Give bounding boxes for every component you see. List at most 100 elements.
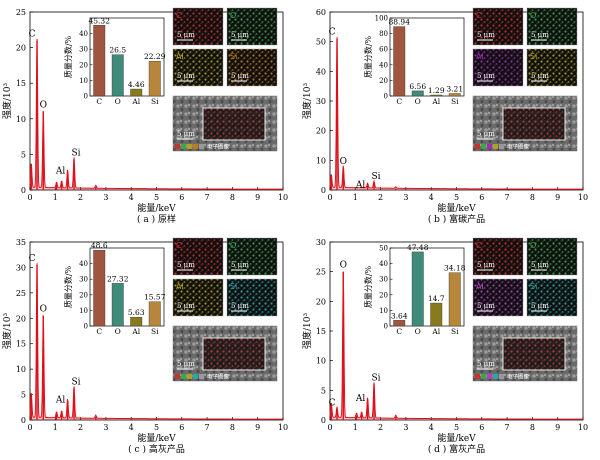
bar-value-label: 26.5 <box>109 46 126 55</box>
inset-y-tick-label: 80 <box>379 30 388 38</box>
x-tick-label: 4 <box>129 193 134 202</box>
panel-caption: ( d ) 富灰产品 <box>428 443 485 455</box>
sem-roi-box <box>202 337 266 371</box>
y-tick-label: 0 <box>321 186 326 195</box>
x-tick-label: 1 <box>353 193 358 202</box>
element-map-c: C 5 μm <box>172 7 224 46</box>
element-map-image <box>172 48 224 87</box>
peak-label: Si <box>371 373 380 383</box>
x-tick-label: 7 <box>505 423 510 432</box>
bar-mark <box>93 25 106 97</box>
element-map-image <box>226 7 278 46</box>
sem-legend-swatch <box>199 144 204 149</box>
bar-mark <box>430 94 443 97</box>
y-tick-label: 20 <box>16 314 26 323</box>
element-map-image <box>472 48 524 87</box>
y-tick-label: 0 <box>21 186 26 195</box>
x-tick-label: 1 <box>353 423 358 432</box>
element-map-c: C 5 μm <box>472 237 524 276</box>
element-map-image <box>472 278 524 317</box>
y-axis-label: 强度/10³ <box>1 313 13 349</box>
scale-bar-label: 5 μm <box>231 261 249 269</box>
inset-category-label: C <box>96 97 102 106</box>
x-tick-label: 10 <box>578 423 588 432</box>
sem-legend-swatch <box>175 374 180 379</box>
inset-y-tick-label: 20 <box>79 61 88 69</box>
bar-mark <box>430 302 443 327</box>
sem-legend-swatch <box>487 144 492 149</box>
x-tick-label: 9 <box>555 423 560 432</box>
sem-legend-swatch <box>175 144 180 149</box>
x-tick-label: 1 <box>53 193 58 202</box>
peak-label: Al <box>355 394 365 404</box>
element-map-image <box>226 48 278 87</box>
element-map-label: C <box>476 241 482 250</box>
x-tick-label: 10 <box>278 423 288 432</box>
x-tick-label: 3 <box>403 423 408 432</box>
x-tick-label: 7 <box>205 193 210 202</box>
x-tick-label: 5 <box>454 193 459 202</box>
scale-bar-label: 5 μm <box>477 130 495 138</box>
sem-legend-swatch <box>193 374 198 379</box>
scale-bar-label: 5 μm <box>177 302 195 310</box>
y-tick-label: 5 <box>321 386 326 395</box>
y-tick-label: 0 <box>321 416 326 425</box>
element-map-label: Al <box>176 52 184 61</box>
scale-bar-label: 5 μm <box>531 302 549 310</box>
sem-legend-swatch <box>475 374 480 379</box>
element-map-label: O <box>530 241 536 250</box>
inset-y-tick-label: 30 <box>379 276 388 284</box>
y-tick-label: 50 <box>316 38 326 47</box>
inset-y-tick-label: 0 <box>84 93 88 101</box>
bar-value-label: 88.94 <box>389 18 411 27</box>
sem-legend-swatch <box>481 144 486 149</box>
bar-value-label: 34.18 <box>444 264 466 273</box>
x-axis-label: 能量/keV <box>137 202 176 214</box>
bar-mark <box>130 88 143 97</box>
element-map-al: Al 5 μm <box>172 48 224 87</box>
peak-label: O <box>340 157 347 167</box>
inset-y-tick-label: 10 <box>79 77 88 85</box>
bar-value-label: 15.57 <box>144 293 166 302</box>
sem-legend-swatch <box>481 374 486 379</box>
bar-mark <box>130 317 143 327</box>
sem-legend-swatch <box>487 374 492 379</box>
inset-y-tick-label: 20 <box>79 291 88 299</box>
bar-mark <box>148 301 161 327</box>
scale-bar-label: 5 μm <box>231 31 249 39</box>
x-tick-label: 6 <box>179 193 184 202</box>
bar-inset: 0 10 20 30 40 50 质量分数/% C 3.64 O 47.48 Al 14.7 Si 34.1… <box>363 243 466 336</box>
panel-c: 0 1 2 3 4 5 6 7 8 9 10 0 5 10 15 20 25 30 35 能量/keV 强度/10³ ( … <box>1 237 288 455</box>
scale-bar-label: 5 μm <box>477 31 495 39</box>
y-tick-label: 25 <box>316 268 326 277</box>
x-tick-label: 4 <box>429 193 434 202</box>
x-tick-label: 5 <box>454 423 459 432</box>
scale-bar-label: 5 μm <box>231 302 249 310</box>
bar-value-label: 4.46 <box>128 80 145 89</box>
element-map-image <box>172 7 224 46</box>
y-tick-label: 10 <box>316 156 326 165</box>
x-tick-label: 0 <box>327 193 332 202</box>
x-tick-label: 2 <box>78 423 83 432</box>
bar-mark <box>393 320 406 327</box>
bar-value-label: 3.64 <box>391 311 408 320</box>
bar-mark <box>93 249 106 327</box>
element-map-label: Si <box>230 282 237 291</box>
element-map-image <box>526 237 578 276</box>
element-map-image <box>472 7 524 46</box>
x-tick-label: 4 <box>129 423 134 432</box>
bar-mark <box>411 90 424 97</box>
peak-label: O <box>340 261 347 271</box>
bar-value-label: 1.29 <box>428 86 445 95</box>
element-map-label: Si <box>530 282 537 291</box>
spectrum-line <box>29 263 283 420</box>
bar-mark <box>411 251 424 327</box>
inset-y-tick-label: 40 <box>79 30 88 38</box>
y-tick-label: 15 <box>16 340 26 349</box>
x-tick-label: 5 <box>154 193 159 202</box>
scale-bar-label: 5 μm <box>177 130 195 138</box>
inset-y-tick-label: 0 <box>384 93 388 101</box>
sem-legend-swatch <box>499 144 504 149</box>
panel-caption: ( a ) 原样 <box>137 213 176 225</box>
bar-value-label: 14.7 <box>428 294 445 303</box>
